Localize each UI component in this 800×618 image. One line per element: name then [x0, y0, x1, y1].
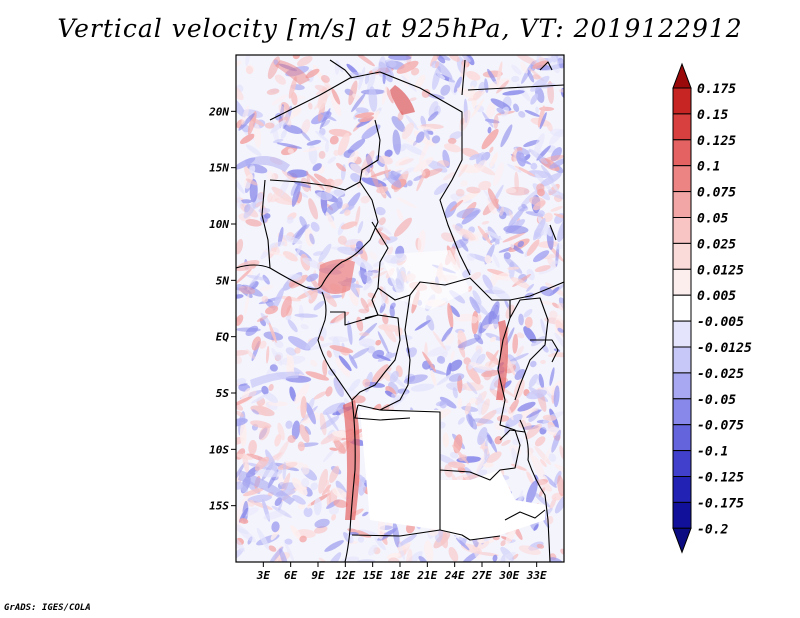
lat-tick-label: 5S [216, 387, 230, 400]
colorbar-label: -0.2 [697, 522, 728, 537]
grads-credit: GrADS: IGES/COLA [4, 603, 91, 613]
colorbar-swatch [672, 320, 692, 348]
colorbar: 0.175 0.15 0.125 0.1 0.075 0.05 0.025 0.0125 0.0… [672, 62, 752, 554]
colorbar-swatch [672, 450, 692, 478]
lat-tick-label: 15S [209, 500, 229, 513]
lon-tick-label: 27E [471, 569, 492, 582]
colorbar-swatch [672, 242, 692, 270]
lon-tick-label: 6E [284, 569, 298, 582]
latitude-axis: 20N 15N 10N 5N EQ 5S 10S 15S [208, 105, 236, 513]
colorbar-label: -0.075 [697, 419, 744, 434]
colorbar-label: 0.075 [697, 186, 736, 201]
lat-tick-label: 20N [208, 105, 229, 118]
colorbar-top-cap [672, 62, 692, 89]
lon-tick-label: 3E [256, 569, 271, 582]
velocity-field [236, 55, 564, 562]
map-title: Vertical velocity [m/s] at 925hPa, VT: 2… [57, 14, 743, 43]
lat-tick-label: 10N [209, 218, 229, 231]
colorbar-swatch [672, 398, 692, 426]
colorbar-swatch [672, 476, 692, 503]
colorbar-label: 0.025 [697, 237, 736, 252]
colorbar-swatch [672, 113, 692, 141]
colorbar-swatch [672, 139, 692, 167]
colorbar-swatch [672, 372, 692, 400]
colorbar-swatch [672, 87, 692, 115]
colorbar-label: 0.05 [697, 212, 728, 227]
lon-tick-label: 18E [390, 569, 410, 582]
lat-tick-label: 10S [209, 443, 229, 456]
lon-tick-label: 24E [444, 569, 465, 582]
colorbar-swatch [672, 217, 692, 244]
colorbar-label: -0.05 [697, 393, 736, 408]
longitude-axis: 3E 6E 9E 12E 15E 18E 21E 24E 27E 30E 33E [256, 562, 547, 582]
lon-tick-label: 33E [526, 569, 547, 582]
colorbar-bottom-cap [672, 527, 692, 554]
lat-tick-label: EQ [216, 331, 230, 344]
colorbar-swatch [672, 191, 692, 219]
colorbar-label: 0.005 [697, 289, 736, 304]
colorbar-swatch [672, 165, 692, 193]
colorbar-label: -0.1 [697, 445, 728, 460]
coastlines-borders [236, 59, 564, 562]
lon-tick-label: 30E [498, 569, 519, 582]
colorbar-label: -0.125 [697, 471, 744, 486]
lon-tick-label: 21E [416, 569, 437, 582]
colorbar-swatch [672, 294, 692, 322]
colorbar-label: -0.0125 [697, 341, 752, 356]
colorbar-label: 0.175 [697, 82, 736, 97]
colorbar-swatch [672, 268, 692, 296]
lon-tick-label: 15E [363, 569, 383, 582]
colorbar-swatch [672, 501, 692, 529]
lat-tick-label: 15N [209, 162, 229, 175]
colorbar-label: 0.125 [697, 134, 736, 149]
colorbar-swatch [672, 424, 692, 452]
colorbar-label: 0.1 [697, 160, 720, 175]
colorbar-label: -0.005 [697, 315, 744, 330]
lon-tick-label: 9E [311, 569, 325, 582]
colorbar-swatch [672, 346, 692, 374]
colorbar-label: -0.175 [697, 496, 744, 511]
colorbar-label: 0.0125 [697, 263, 744, 278]
colorbar-label: -0.025 [697, 367, 744, 382]
lat-tick-label: 5N [216, 274, 230, 287]
colorbar-label: 0.15 [697, 108, 728, 123]
lon-tick-label: 12E [335, 569, 355, 582]
